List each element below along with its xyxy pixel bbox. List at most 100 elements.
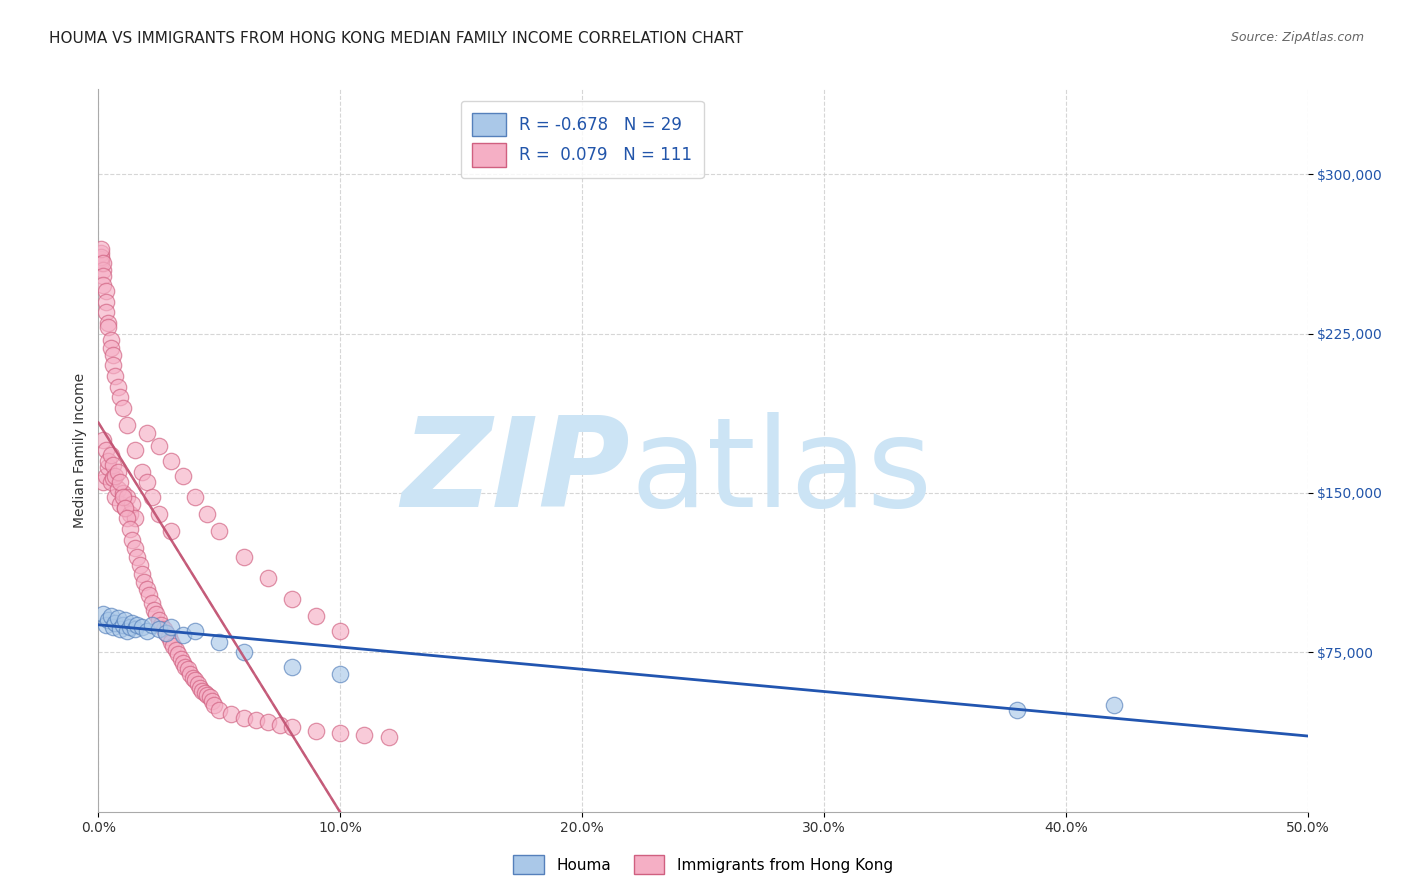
Point xyxy=(198,690,221,704)
Point xyxy=(191,683,214,698)
Point xyxy=(107,611,129,625)
Point xyxy=(91,269,114,284)
Point xyxy=(195,688,218,702)
Text: ZIP: ZIP xyxy=(402,411,630,533)
Point xyxy=(184,490,207,504)
Point xyxy=(108,475,131,490)
Legend: Houma, Immigrants from Hong Kong: Houma, Immigrants from Hong Kong xyxy=(508,849,898,880)
Point xyxy=(97,460,120,475)
Point xyxy=(94,443,117,458)
Point xyxy=(97,614,120,628)
Point xyxy=(194,686,217,700)
Point xyxy=(184,624,207,639)
Point xyxy=(281,592,304,607)
Point xyxy=(108,497,131,511)
Point xyxy=(117,417,139,432)
Point xyxy=(101,471,124,485)
Point xyxy=(143,603,166,617)
Y-axis label: Median Family Income: Median Family Income xyxy=(73,373,87,528)
Point xyxy=(181,671,204,685)
Point xyxy=(208,524,231,539)
Point xyxy=(141,597,163,611)
Point xyxy=(118,522,141,536)
Point xyxy=(135,426,157,441)
Point xyxy=(101,348,124,362)
Point xyxy=(90,245,112,260)
Point xyxy=(172,628,194,642)
Point xyxy=(148,614,170,628)
Point xyxy=(100,475,122,490)
Point xyxy=(157,631,180,645)
Point xyxy=(145,607,167,621)
Point xyxy=(269,717,291,731)
Point xyxy=(100,333,122,347)
Point xyxy=(172,656,194,670)
Point xyxy=(221,706,243,721)
Point xyxy=(107,482,129,496)
Point xyxy=(101,359,124,373)
Point xyxy=(90,256,112,270)
Point xyxy=(134,575,156,590)
Point xyxy=(94,469,117,483)
Point xyxy=(118,620,141,634)
Point xyxy=(108,622,131,636)
Point xyxy=(138,588,160,602)
Point xyxy=(101,620,124,634)
Point xyxy=(121,533,143,547)
Point xyxy=(124,541,146,556)
Point xyxy=(127,549,149,564)
Point xyxy=(148,507,170,521)
Point xyxy=(104,615,127,630)
Point xyxy=(94,305,117,319)
Point xyxy=(329,726,352,740)
Text: atlas: atlas xyxy=(630,411,932,533)
Point xyxy=(124,622,146,636)
Point xyxy=(281,660,304,674)
Point xyxy=(128,558,150,573)
Point xyxy=(111,617,134,632)
Legend: R = -0.678   N = 29, R =  0.079   N = 111: R = -0.678 N = 29, R = 0.079 N = 111 xyxy=(461,101,703,178)
Point xyxy=(91,256,114,270)
Point xyxy=(111,490,134,504)
Point xyxy=(305,723,328,738)
Point xyxy=(107,465,129,479)
Text: HOUMA VS IMMIGRANTS FROM HONG KONG MEDIAN FAMILY INCOME CORRELATION CHART: HOUMA VS IMMIGRANTS FROM HONG KONG MEDIA… xyxy=(49,31,744,46)
Point xyxy=(100,342,122,356)
Point xyxy=(184,673,207,687)
Point xyxy=(174,660,197,674)
Point xyxy=(117,490,139,504)
Point xyxy=(155,626,177,640)
Point xyxy=(121,497,143,511)
Point xyxy=(111,486,134,500)
Point xyxy=(353,728,375,742)
Point xyxy=(114,614,136,628)
Point xyxy=(1007,703,1029,717)
Point xyxy=(107,380,129,394)
Point xyxy=(114,500,136,515)
Point xyxy=(97,454,120,468)
Point xyxy=(148,439,170,453)
Point xyxy=(305,609,328,624)
Point xyxy=(97,320,120,334)
Point xyxy=(91,433,114,447)
Point xyxy=(179,666,201,681)
Point xyxy=(208,703,231,717)
Point xyxy=(97,316,120,330)
Point xyxy=(187,677,209,691)
Point xyxy=(162,639,184,653)
Point xyxy=(91,475,114,490)
Point xyxy=(127,617,149,632)
Point xyxy=(111,401,134,415)
Point xyxy=(104,490,127,504)
Point xyxy=(329,666,352,681)
Point xyxy=(131,465,153,479)
Point xyxy=(188,681,211,696)
Point xyxy=(101,458,124,473)
Point xyxy=(114,500,136,515)
Point xyxy=(165,643,187,657)
Point xyxy=(204,698,226,713)
Point xyxy=(208,634,231,648)
Point xyxy=(177,662,200,676)
Point xyxy=(160,454,183,468)
Point xyxy=(167,648,190,662)
